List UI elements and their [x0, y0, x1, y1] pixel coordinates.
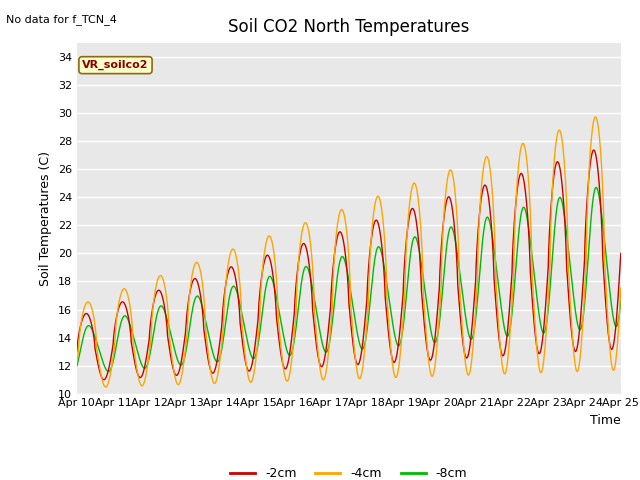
Legend: -2cm, -4cm, -8cm: -2cm, -4cm, -8cm	[225, 462, 472, 480]
Title: Soil CO2 North Temperatures: Soil CO2 North Temperatures	[228, 18, 470, 36]
Y-axis label: Soil Temperatures (C): Soil Temperatures (C)	[39, 151, 52, 286]
Text: VR_soilco2: VR_soilco2	[83, 60, 148, 70]
X-axis label: Time: Time	[590, 414, 621, 427]
Text: No data for f_TCN_4: No data for f_TCN_4	[6, 14, 117, 25]
